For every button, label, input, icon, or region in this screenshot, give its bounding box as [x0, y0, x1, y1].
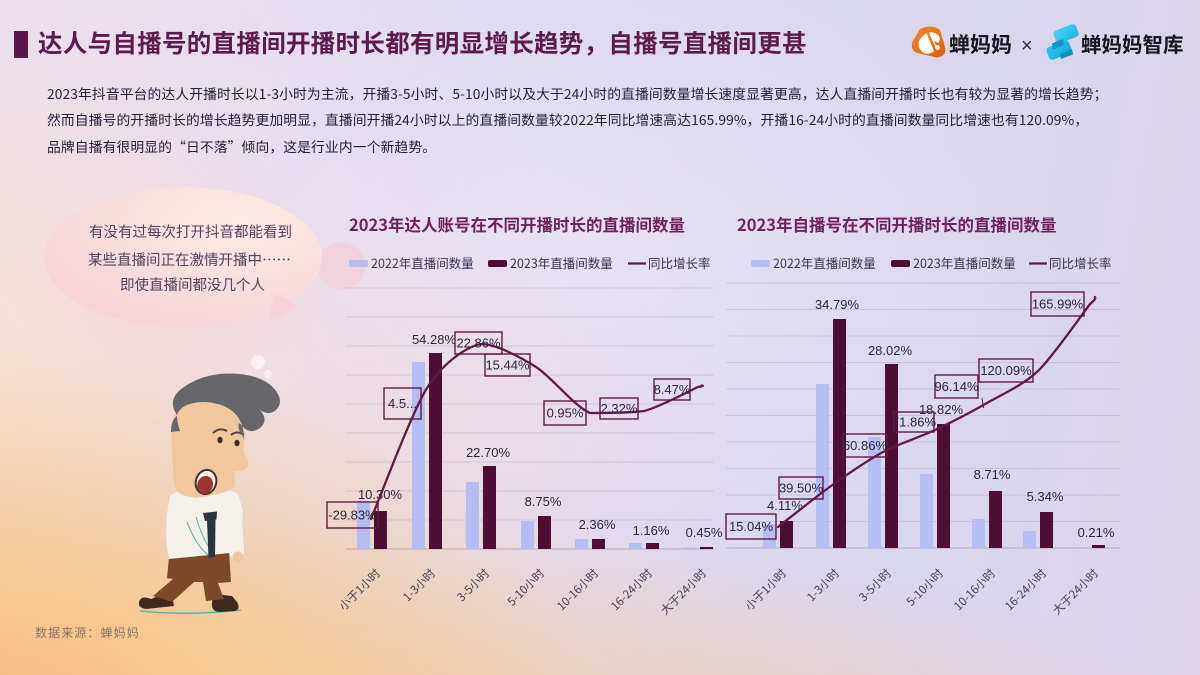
svg-text:同比增长率: 同比增长率 [1049, 253, 1112, 272]
svg-text:×: × [1021, 35, 1033, 57]
svg-text:16-24小时: 16-24小时 [607, 565, 656, 614]
svg-text:8.47%: 8.47% [654, 382, 691, 397]
svg-text:1-3小时: 1-3小时 [399, 565, 439, 605]
svg-text:22.86%: 22.86% [456, 336, 501, 351]
svg-text:4.5...: 4.5... [388, 396, 417, 411]
svg-text:2022年直播间数量: 2022年直播间数量 [773, 253, 876, 272]
svg-text:8.71%: 8.71% [974, 467, 1011, 482]
svg-text:大于24小时: 大于24小时 [1049, 565, 1102, 618]
svg-text:2022年直播间数量: 2022年直播间数量 [371, 253, 474, 272]
svg-text:1.16%: 1.16% [633, 523, 670, 538]
svg-text:蝉妈妈: 蝉妈妈 [949, 29, 1012, 59]
svg-text:小于1小时: 小于1小时 [335, 565, 384, 614]
svg-text:120.09%: 120.09% [980, 363, 1032, 378]
svg-text:2023年自播号在不同开播时长的直播间数量: 2023年自播号在不同开播时长的直播间数量 [737, 212, 1056, 236]
svg-text:1-3小时: 1-3小时 [803, 565, 843, 605]
svg-text:18.82%: 18.82% [919, 402, 964, 417]
svg-text:小于1小时: 小于1小时 [741, 565, 790, 614]
svg-text:60.86%: 60.86% [843, 438, 888, 453]
svg-text:39.50%: 39.50% [779, 481, 824, 496]
svg-text:10-16小时: 10-16小时 [950, 565, 999, 614]
svg-text:2.36%: 2.36% [579, 517, 616, 532]
svg-text:蝉妈妈智库: 蝉妈妈智库 [1081, 28, 1184, 58]
svg-text:2023年达人账号在不同开播时长的直播间数量: 2023年达人账号在不同开播时长的直播间数量 [349, 212, 685, 236]
svg-text:大于24小时: 大于24小时 [657, 565, 710, 618]
svg-text:96.14%: 96.14% [934, 379, 979, 394]
svg-text:15.04%: 15.04% [729, 519, 774, 534]
svg-text:4.11%: 4.11% [767, 498, 803, 513]
svg-text:8.75%: 8.75% [525, 494, 562, 509]
svg-text:71.86%: 71.86% [892, 415, 937, 430]
svg-text:22.70%: 22.70% [466, 445, 511, 460]
svg-text:0.95%: 0.95% [547, 406, 584, 421]
svg-text:5-10小时: 5-10小时 [903, 565, 947, 609]
svg-text:34.79%: 34.79% [815, 297, 860, 312]
svg-text:2.32%: 2.32% [601, 401, 638, 416]
svg-text:5.34%: 5.34% [1027, 489, 1064, 504]
svg-text:0.21%: 0.21% [1078, 525, 1115, 540]
svg-text:3-5小时: 3-5小时 [453, 565, 493, 605]
svg-text:5-10小时: 5-10小时 [504, 565, 548, 609]
svg-text:0.45%: 0.45% [686, 525, 723, 540]
svg-text:同比增长率: 同比增长率 [648, 253, 711, 272]
svg-text:3-5小时: 3-5小时 [855, 565, 895, 605]
svg-text:2023年直播间数量: 2023年直播间数量 [913, 253, 1016, 272]
svg-text:28.02%: 28.02% [868, 343, 913, 358]
svg-text:15.44%: 15.44% [485, 358, 530, 373]
svg-text:-29.83%: -29.83% [328, 508, 377, 523]
svg-text:165.99%: 165.99% [1032, 297, 1084, 312]
svg-text:10-16小时: 10-16小时 [553, 565, 602, 614]
svg-text:54.28%: 54.28% [412, 332, 457, 347]
svg-text:16-24小时: 16-24小时 [1001, 565, 1050, 614]
svg-text:2023年直播间数量: 2023年直播间数量 [510, 253, 613, 272]
